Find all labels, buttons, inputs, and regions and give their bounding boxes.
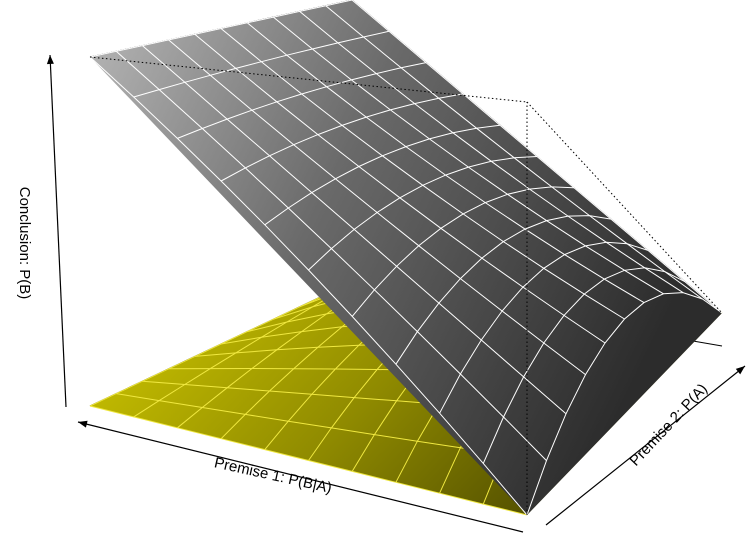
upper-gridline-y-10 [351,0,723,314]
upper-gridline-x-5 [308,156,538,271]
upper-gridline-y-7 [273,16,664,295]
x-axis-arrow-head [78,420,88,428]
upper-gridline-y-9 [325,5,703,300]
z-axis-label: Conclusion: P(B) [16,187,33,300]
upper-gridline-x-7 [395,215,612,365]
axis-arrows [46,54,746,533]
z-axis-arrow-head [46,55,54,65]
upper-gridline-y-6 [246,22,645,304]
upper-gridline-y-8 [299,11,684,294]
upper-gridline-x-6 [351,186,575,317]
y-axis-arrow-shaft [545,365,746,526]
upper-gridline-x-8 [439,241,649,414]
front-box-edges [89,56,723,515]
upper-gridline-x-10 [526,292,723,516]
upper-bound-surface [89,0,723,516]
upper-gridline-x-9 [482,267,686,464]
x-axis-arrow-shaft [77,421,524,533]
z-axis-arrow-shaft [49,54,67,408]
y-axis-arrow-head [735,366,745,375]
box-edge-front-top [89,56,528,103]
